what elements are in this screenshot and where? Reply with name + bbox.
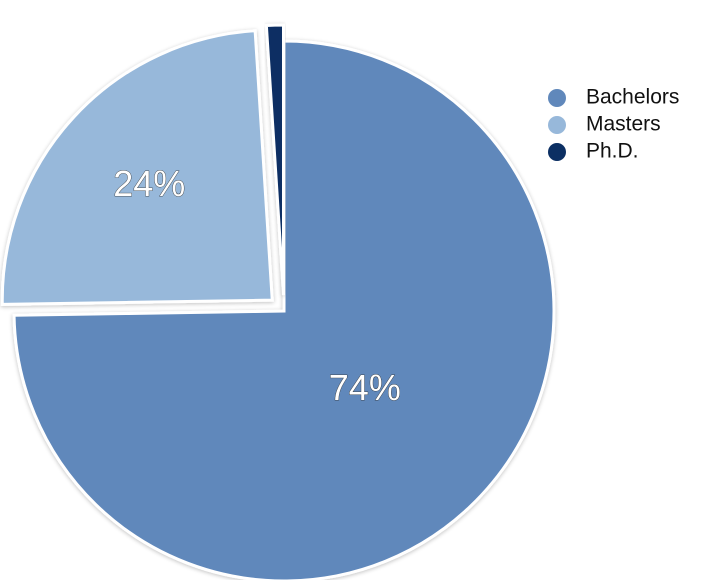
legend-swatch-bachelors — [548, 89, 566, 107]
legend-swatch-ph-d — [548, 143, 566, 161]
pie-slice-bachelors — [12, 39, 556, 580]
slice-labels: 74% 24% 1% — [113, 0, 401, 408]
legend-swatch-masters — [548, 116, 566, 134]
legend-item-ph-d: Ph.D. — [548, 140, 639, 163]
slice-label-bachelors: 74% — [329, 367, 401, 408]
slice-label-ph-d: 1% — [257, 0, 292, 6]
legend-label-bachelors: Bachelors — [586, 86, 679, 109]
pie-slices — [0, 23, 556, 580]
pie-slice-ph-d — [264, 23, 285, 296]
legend-label-masters: Masters — [586, 113, 661, 136]
slice-label-masters: 24% — [113, 163, 185, 204]
legend-item-masters: Masters — [548, 113, 661, 136]
legend: Bachelors Masters Ph.D. — [548, 86, 679, 163]
pie-slice-masters — [0, 29, 274, 306]
legend-label-ph-d: Ph.D. — [586, 140, 639, 163]
legend-item-bachelors: Bachelors — [548, 86, 679, 109]
